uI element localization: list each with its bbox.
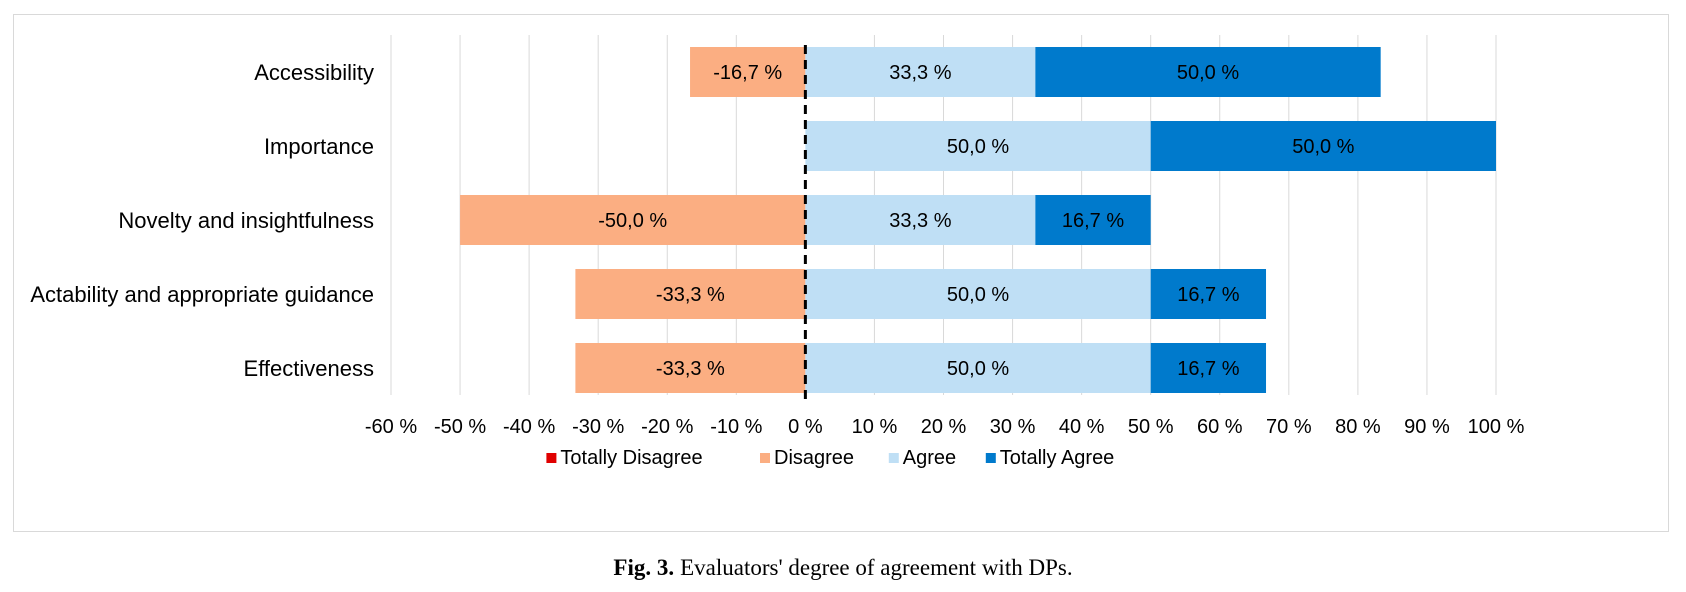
category-label: Accessibility bbox=[254, 60, 374, 85]
caption-text: Evaluators' degree of agreement with DPs… bbox=[680, 555, 1073, 580]
data-label: -33,3 % bbox=[656, 284, 725, 306]
legend-label: Totally Agree bbox=[1000, 447, 1115, 469]
data-label: -50,0 % bbox=[598, 210, 667, 232]
legend-label: Disagree bbox=[774, 447, 854, 469]
data-labels: -16,7 % 33,3 % 50,0 % 50,0 % 50,0 % -50,0 % 33… bbox=[598, 62, 1354, 380]
bar-segment bbox=[1035, 47, 1381, 97]
data-label: 33,3 % bbox=[889, 210, 951, 232]
x-tick-label: 80 % bbox=[1335, 416, 1381, 438]
x-tick-label: 70 % bbox=[1266, 416, 1312, 438]
diverging-bar-chart: -16,7 % 33,3 % 50,0 % 50,0 % 50,0 % -50,0 % 33… bbox=[30, 35, 1525, 469]
data-label: 50,0 % bbox=[1177, 62, 1239, 84]
caption-label: Fig. 3. bbox=[613, 555, 675, 580]
data-label: 50,0 % bbox=[947, 358, 1009, 380]
category-label: Actability and appropriate guidance bbox=[30, 282, 374, 307]
category-label: Importance bbox=[264, 134, 374, 159]
bar-segment bbox=[805, 195, 1036, 245]
data-label: 16,7 % bbox=[1177, 284, 1239, 306]
x-tick-label: -10 % bbox=[710, 416, 762, 438]
data-label: 16,7 % bbox=[1177, 358, 1239, 380]
data-label: 33,3 % bbox=[889, 62, 951, 84]
category-labels: Accessibility Importance Novelty and insig… bbox=[30, 60, 374, 381]
x-tick-label: 30 % bbox=[990, 416, 1036, 438]
bar-segment bbox=[805, 343, 1151, 393]
x-tick-label: -50 % bbox=[434, 416, 486, 438]
data-label: -33,3 % bbox=[656, 358, 725, 380]
figure-caption: Fig. 3. Evaluators' degree of agreement w… bbox=[0, 555, 1686, 581]
legend: Totally Disagree Disagree Agree Totally Agr… bbox=[546, 447, 1114, 469]
x-tick-label: 60 % bbox=[1197, 416, 1243, 438]
bar-segment bbox=[460, 195, 806, 245]
x-tick-label: -60 % bbox=[365, 416, 417, 438]
category-label: Novelty and insightfulness bbox=[118, 208, 374, 233]
x-tick-label: 20 % bbox=[921, 416, 967, 438]
bars bbox=[460, 47, 1496, 393]
x-tick-label: -20 % bbox=[641, 416, 693, 438]
x-tick-label: -40 % bbox=[503, 416, 555, 438]
data-label: -16,7 % bbox=[713, 62, 782, 84]
legend-swatch bbox=[760, 453, 770, 463]
legend-swatch bbox=[888, 453, 899, 463]
legend-label: Agree bbox=[903, 447, 956, 469]
bar-segment bbox=[805, 47, 1036, 97]
legend-swatch bbox=[985, 453, 996, 463]
data-label: 50,0 % bbox=[1292, 136, 1354, 158]
data-label: 16,7 % bbox=[1062, 210, 1124, 232]
x-axis-ticks: -60 % -50 % -40 % -30 % -20 % -10 % 0 % 10 % 20 … bbox=[365, 416, 1525, 438]
data-label: 50,0 % bbox=[947, 136, 1009, 158]
x-tick-label: -30 % bbox=[572, 416, 624, 438]
category-label: Effectiveness bbox=[244, 356, 374, 381]
bar-segment bbox=[1150, 121, 1496, 171]
legend-label: Totally Disagree bbox=[560, 447, 702, 469]
x-tick-label: 0 % bbox=[788, 416, 823, 438]
bar-segment bbox=[1150, 269, 1267, 319]
x-tick-label: 90 % bbox=[1404, 416, 1450, 438]
bar-segment bbox=[1035, 195, 1151, 245]
x-tick-label: 40 % bbox=[1059, 416, 1105, 438]
x-tick-label: 100 % bbox=[1468, 416, 1525, 438]
bar-segment bbox=[1150, 343, 1267, 393]
bar-segment bbox=[575, 269, 806, 319]
chart-frame: -16,7 % 33,3 % 50,0 % 50,0 % 50,0 % -50,0 % 33… bbox=[13, 14, 1669, 532]
x-tick-label: 10 % bbox=[852, 416, 898, 438]
bar-segment bbox=[575, 343, 806, 393]
data-label: 50,0 % bbox=[947, 284, 1009, 306]
bar-segment bbox=[805, 121, 1151, 171]
x-tick-label: 50 % bbox=[1128, 416, 1174, 438]
bar-segment bbox=[690, 47, 806, 97]
legend-swatch bbox=[546, 453, 557, 463]
bar-segment bbox=[805, 269, 1151, 319]
